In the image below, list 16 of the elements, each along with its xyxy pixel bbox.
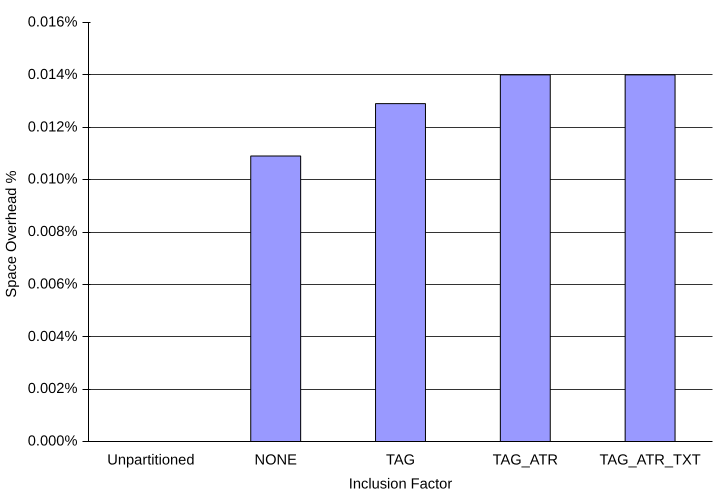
y-tick-label: 0.012%	[28, 119, 78, 136]
y-tick-label: 0.000%	[28, 434, 78, 450]
y-tick-label: 0.014%	[28, 66, 78, 83]
y-tick-label: 0.002%	[28, 381, 78, 398]
x-tick-label: TAG	[386, 452, 416, 468]
y-tick-label: 0.010%	[28, 172, 78, 188]
x-tick-label: TAG_ATR_TXT	[599, 452, 701, 468]
x-tick-label: TAG_ATR	[492, 452, 558, 468]
x-tick-label: NONE	[254, 452, 298, 468]
x-axis-title: Inclusion Factor	[348, 476, 452, 492]
y-tick-label: 0.008%	[28, 224, 78, 240]
y-tick-label: 0.016%	[28, 14, 78, 30]
y-axis-title: Space Overhead %	[4, 170, 20, 298]
y-tick-label: 0.006%	[28, 276, 78, 292]
x-tick-label: Unpartitioned	[107, 452, 194, 468]
y-tick-label: 0.004%	[28, 328, 78, 345]
